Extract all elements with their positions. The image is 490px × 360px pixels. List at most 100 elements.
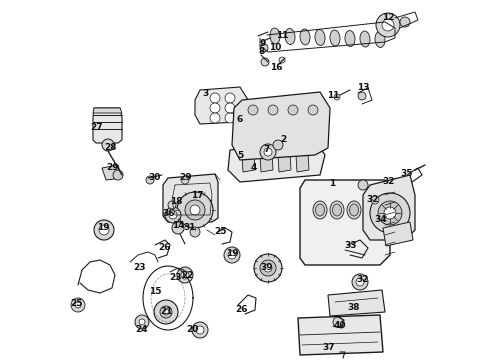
Circle shape [248,105,258,115]
Text: 27: 27 [91,122,103,131]
Text: 19: 19 [97,222,109,231]
Text: 18: 18 [170,198,182,207]
Circle shape [169,211,177,219]
Circle shape [279,57,285,63]
Circle shape [181,271,189,279]
Circle shape [376,13,400,37]
Ellipse shape [349,204,359,216]
Polygon shape [93,108,122,113]
Text: 39: 39 [261,262,273,271]
Circle shape [185,200,205,220]
Ellipse shape [347,201,361,219]
Text: 11: 11 [327,90,339,99]
Circle shape [333,317,343,327]
Circle shape [75,302,81,308]
Ellipse shape [330,30,340,46]
Text: 11: 11 [276,31,288,40]
Polygon shape [195,87,248,124]
Text: 1: 1 [329,179,335,188]
Polygon shape [363,175,415,240]
Polygon shape [232,92,330,160]
Text: 40: 40 [334,321,346,330]
Polygon shape [235,136,315,156]
Text: 2: 2 [280,135,286,144]
Ellipse shape [315,30,325,45]
Ellipse shape [345,31,355,46]
Polygon shape [163,174,218,222]
Circle shape [352,274,368,290]
Circle shape [71,298,85,312]
Circle shape [210,103,220,113]
Circle shape [224,247,240,263]
Circle shape [177,267,193,283]
Circle shape [160,306,172,318]
Polygon shape [278,153,291,172]
Circle shape [382,19,394,31]
Circle shape [192,322,208,338]
Text: 4: 4 [251,163,257,172]
Text: 32: 32 [367,195,379,204]
Text: 12: 12 [382,13,394,22]
Text: 34: 34 [375,215,387,224]
Text: 32: 32 [357,275,369,284]
Circle shape [190,205,200,215]
Circle shape [177,192,213,228]
Circle shape [102,139,114,151]
Ellipse shape [360,31,370,47]
Circle shape [210,93,220,103]
Polygon shape [228,140,325,182]
Ellipse shape [313,201,327,219]
Text: 24: 24 [136,325,148,334]
Text: 22: 22 [181,270,193,279]
Circle shape [370,193,410,233]
Ellipse shape [285,28,295,45]
Text: 7: 7 [264,145,270,154]
Ellipse shape [333,204,342,216]
Ellipse shape [300,29,310,45]
Circle shape [260,144,276,160]
Circle shape [228,251,236,259]
Polygon shape [298,315,383,355]
Text: 38: 38 [348,303,360,312]
Ellipse shape [270,28,280,44]
Text: 35: 35 [401,170,413,179]
Text: 17: 17 [191,192,203,201]
Ellipse shape [316,204,324,216]
Circle shape [94,220,114,240]
Circle shape [99,225,109,235]
Text: 37: 37 [323,343,335,352]
Circle shape [172,222,184,234]
Circle shape [273,140,283,150]
Circle shape [163,309,169,315]
Circle shape [378,201,402,225]
Circle shape [268,105,278,115]
Text: 29: 29 [107,163,119,172]
Text: 23: 23 [133,262,145,271]
Circle shape [139,319,145,325]
Ellipse shape [330,201,344,219]
Circle shape [356,278,364,286]
Circle shape [334,94,340,100]
Circle shape [264,148,272,156]
Circle shape [371,196,379,204]
Text: 10: 10 [269,44,281,53]
Text: 30: 30 [149,174,161,183]
Circle shape [165,207,181,223]
Text: 19: 19 [226,248,238,257]
Ellipse shape [375,32,385,48]
Circle shape [168,201,176,209]
Circle shape [113,170,123,180]
Circle shape [358,180,368,190]
Text: 16: 16 [270,63,282,72]
Circle shape [146,176,154,184]
Text: 5: 5 [237,150,243,159]
Circle shape [264,264,272,272]
Circle shape [384,207,396,219]
Text: 31: 31 [184,224,196,233]
Circle shape [358,92,366,100]
Text: 8: 8 [259,48,265,57]
Text: 32: 32 [383,177,395,186]
Polygon shape [102,165,122,180]
Circle shape [190,227,200,237]
Text: 15: 15 [149,287,161,296]
